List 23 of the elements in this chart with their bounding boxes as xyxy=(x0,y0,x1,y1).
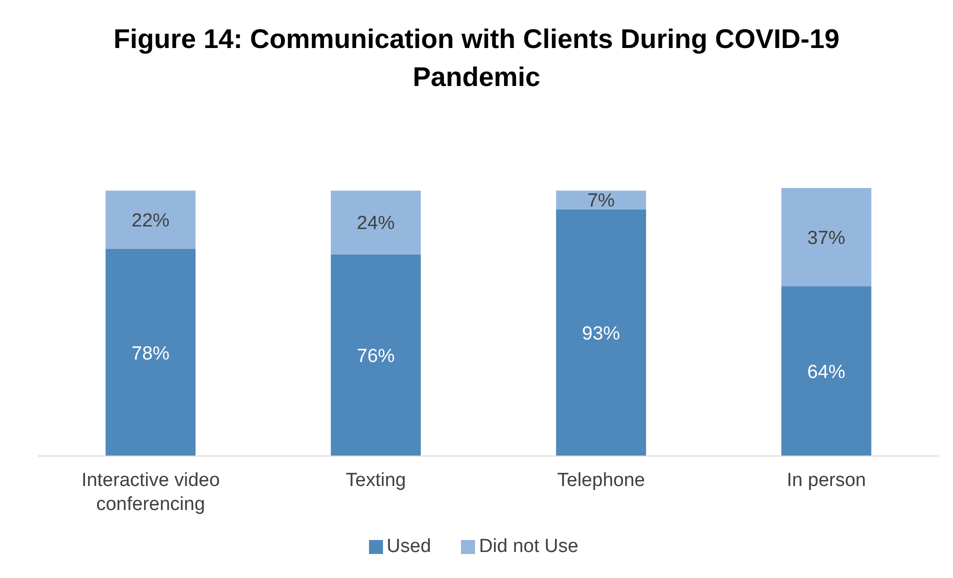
bar xyxy=(781,188,872,286)
bar xyxy=(556,209,646,456)
x-tick-label: Telephone xyxy=(557,470,645,491)
data-label: 78% xyxy=(132,343,170,364)
bar xyxy=(556,190,646,210)
data-label: 22% xyxy=(132,210,170,232)
bar xyxy=(330,190,421,254)
bar xyxy=(781,286,872,456)
data-label: 64% xyxy=(807,362,846,383)
x-tick-label: Texting xyxy=(346,470,406,491)
legend-label: Used xyxy=(386,536,432,557)
chart-title: Figure 14: Communication with Clients During COVID-19 Pandemic xyxy=(112,23,841,94)
bar xyxy=(106,190,196,250)
data-label: 37% xyxy=(807,228,846,249)
data-label: 24% xyxy=(356,213,395,234)
data-label: 7% xyxy=(587,190,615,212)
x-tick-label: In person xyxy=(786,470,866,491)
bar xyxy=(330,254,421,456)
data-label: 93% xyxy=(582,323,620,344)
x-tick-label: Interactive video conferencing xyxy=(81,470,220,515)
bar xyxy=(106,249,196,456)
legend-label: Did not Use xyxy=(479,536,578,557)
data-label: 76% xyxy=(356,346,395,367)
